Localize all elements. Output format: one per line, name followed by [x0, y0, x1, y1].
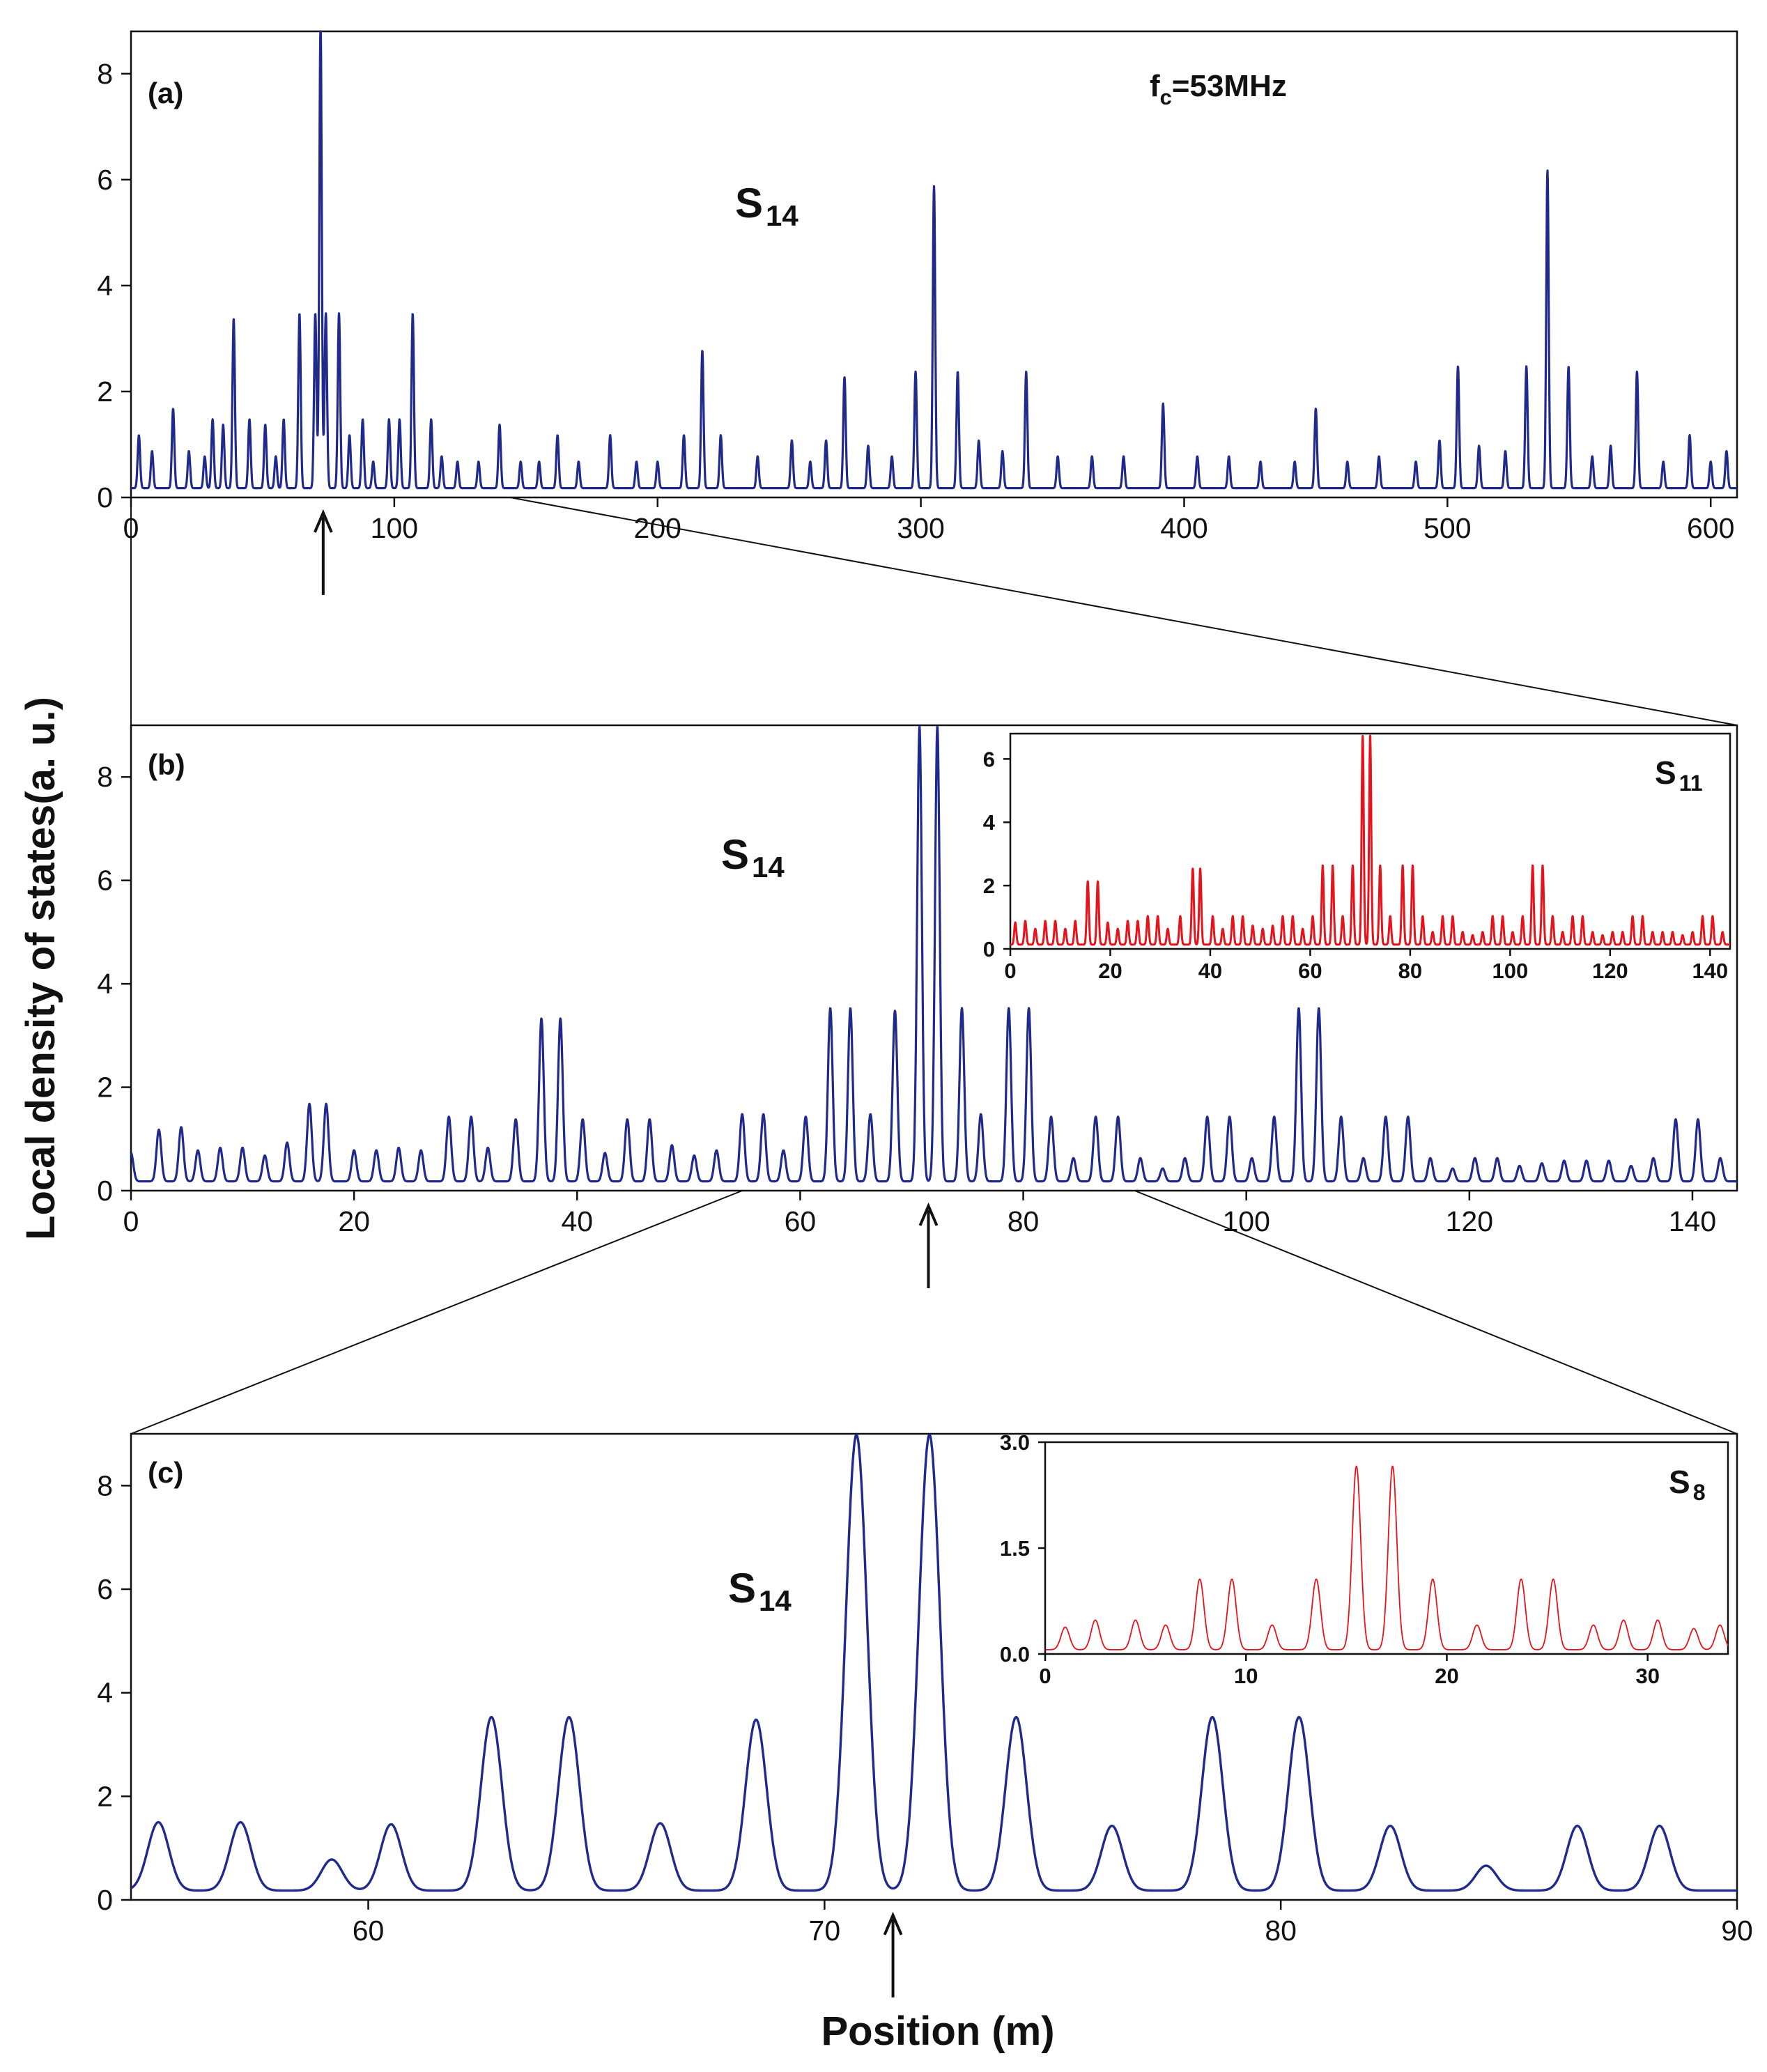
- data-line-a: [130, 30, 1738, 490]
- y-tick-label: 1.5: [1000, 1536, 1030, 1561]
- panel-a: 0 100 200 300 400 500 600 0 2 4 6 8 (a) S14: [97, 30, 1738, 595]
- x-tick-label: 140: [1692, 959, 1728, 983]
- series-label-b-inset: S 11: [1655, 755, 1703, 796]
- x-tick-label: 100: [1492, 959, 1528, 983]
- y-tick-label: 0: [983, 937, 995, 961]
- x-tick-label: 0: [1004, 959, 1016, 983]
- x-tick-label: 20: [1098, 959, 1122, 983]
- x-tick-label: 60: [1298, 959, 1322, 983]
- y-tick-label: 6: [97, 1573, 113, 1605]
- panel-label-a: (a): [148, 77, 183, 109]
- x-tick-label: 90: [1721, 1915, 1753, 1947]
- y-tick-label: 2: [983, 874, 995, 898]
- x-tick-label: 0: [1039, 1664, 1051, 1688]
- panel-label-c: (c): [148, 1456, 183, 1489]
- data-line-b: [130, 725, 1738, 1183]
- position-arrow-icon: [918, 1202, 939, 1226]
- x-tick-label: 0: [123, 512, 139, 544]
- y-tick-label: 6: [97, 164, 113, 196]
- x-tick-label: 60: [353, 1915, 385, 1947]
- position-arrow-icon: [883, 1911, 903, 1935]
- x-tick-label: 40: [561, 1205, 593, 1237]
- y-tick-label: 4: [983, 810, 996, 835]
- y-tick-label: 8: [97, 58, 113, 90]
- x-tick-label: 0: [123, 1205, 139, 1237]
- plot-frame-c-inset: [1044, 1441, 1729, 1655]
- y-tick-label: 8: [97, 761, 113, 793]
- x-tick-label: 60: [785, 1205, 817, 1237]
- x-tick-label: 20: [1435, 1664, 1458, 1688]
- data-line-c-inset: [1044, 1465, 1729, 1650]
- x-tick-label: 20: [338, 1205, 370, 1237]
- y-tick-label: 4: [97, 968, 113, 1000]
- position-arrow-icon: [314, 509, 333, 533]
- zoom-line-b-right: [1134, 1190, 1738, 1435]
- x-tick-label: 80: [1265, 1915, 1297, 1947]
- x-tick-label: 300: [897, 512, 944, 544]
- zoom-line-b-left: [130, 1190, 743, 1435]
- x-tick-label: 40: [1198, 959, 1222, 983]
- y-tick-label: 4: [97, 1677, 113, 1709]
- data-line-b-inset: [1009, 734, 1731, 946]
- y-tick-label: 0.0: [1000, 1642, 1030, 1667]
- y-tick-label: 6: [983, 747, 995, 771]
- series-label-b: S14: [721, 831, 785, 883]
- series-label-a: S14: [735, 180, 798, 232]
- x-tick-label: 600: [1687, 512, 1734, 544]
- x-tick-label: 80: [1008, 1205, 1040, 1237]
- panel-b-inset: 0 20 40 60 80 100 120 140 0 2 4 6 S 11: [983, 732, 1731, 983]
- y-tick-label: 2: [97, 1780, 113, 1812]
- panel-label-b: (b): [148, 748, 185, 781]
- x-tick-label: 70: [809, 1915, 841, 1947]
- x-axis-title: Position (m): [821, 2009, 1054, 2054]
- x-tick-label: 10: [1234, 1664, 1258, 1688]
- x-tick-label: 500: [1423, 512, 1471, 544]
- x-tick-label: 120: [1592, 959, 1628, 983]
- x-tick-label: 100: [1222, 1205, 1270, 1237]
- data-line-c: [130, 1433, 1738, 1892]
- y-tick-label: 6: [97, 865, 113, 897]
- zoom-connector-lines: [130, 497, 1738, 1435]
- y-tick-label: 0: [97, 1175, 113, 1207]
- y-tick-label: 0: [97, 481, 113, 513]
- y-tick-label: 2: [97, 1072, 113, 1104]
- x-tick-label: 30: [1635, 1664, 1659, 1688]
- x-tick-label: 80: [1398, 959, 1422, 983]
- x-tick-label: 200: [634, 512, 681, 544]
- y-tick-label: 0: [97, 1884, 113, 1916]
- y-tick-label: 8: [97, 1469, 113, 1501]
- x-tick-label: 140: [1669, 1205, 1716, 1237]
- panel-c-inset: 0 10 20 30 0.0 1.5 3.0 S 8: [1000, 1430, 1729, 1688]
- y-axis-title: Local density of states(a. u.): [18, 697, 63, 1240]
- x-tick-label: 120: [1446, 1205, 1493, 1237]
- y-tick-label: 2: [97, 376, 113, 408]
- y-tick-label: 3.0: [1000, 1430, 1030, 1455]
- cutoff-frequency-annotation: fc=53MHz: [1150, 69, 1287, 109]
- x-tick-label: 100: [371, 512, 418, 544]
- zoom-line-a-right: [509, 497, 1738, 726]
- series-label-c: S14: [728, 1565, 792, 1617]
- x-tick-label: 400: [1160, 512, 1207, 544]
- y-tick-label: 4: [97, 270, 113, 302]
